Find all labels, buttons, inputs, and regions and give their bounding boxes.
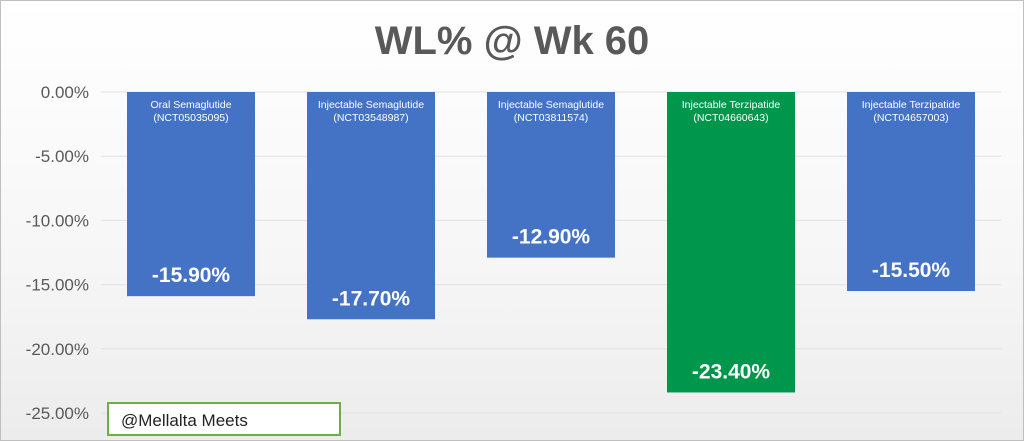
data-label: -15.50% bbox=[872, 259, 951, 282]
data-label: -12.90% bbox=[512, 226, 591, 249]
bar bbox=[307, 92, 435, 320]
y-tick-label: 0.00% bbox=[41, 83, 89, 102]
bar bbox=[487, 92, 615, 258]
category-label: Injectable Semaglutide bbox=[498, 99, 604, 111]
category-trial-label: (NCT05035095) bbox=[153, 112, 228, 124]
category-trial-label: (NCT03548987) bbox=[333, 112, 408, 124]
y-tick-label: -10.00% bbox=[26, 211, 89, 230]
y-tick-label: -15.00% bbox=[26, 276, 89, 295]
data-label: -23.40% bbox=[692, 360, 771, 383]
category-trial-label: (NCT04657003) bbox=[873, 112, 948, 124]
y-tick-label: -25.00% bbox=[26, 404, 89, 423]
category-label: Injectable Terzipatide bbox=[862, 99, 961, 111]
bar bbox=[847, 92, 975, 292]
watermark-label: @Mellalta Meets bbox=[107, 402, 341, 436]
category-trial-label: (NCT03811574) bbox=[514, 112, 589, 124]
bar bbox=[127, 92, 255, 297]
category-label: Injectable Terzipatide bbox=[682, 99, 781, 111]
bar bbox=[667, 92, 795, 393]
y-tick-label: -5.00% bbox=[35, 147, 89, 166]
data-label: -17.70% bbox=[332, 287, 411, 310]
y-tick-label: -20.00% bbox=[26, 340, 89, 359]
chart-title: WL% @ Wk 60 bbox=[374, 19, 650, 63]
category-trial-label: (NCT04660643) bbox=[693, 112, 768, 124]
category-label: Oral Semaglutide bbox=[150, 99, 231, 111]
data-label: -15.90% bbox=[152, 264, 231, 287]
category-label: Injectable Semaglutide bbox=[318, 99, 424, 111]
